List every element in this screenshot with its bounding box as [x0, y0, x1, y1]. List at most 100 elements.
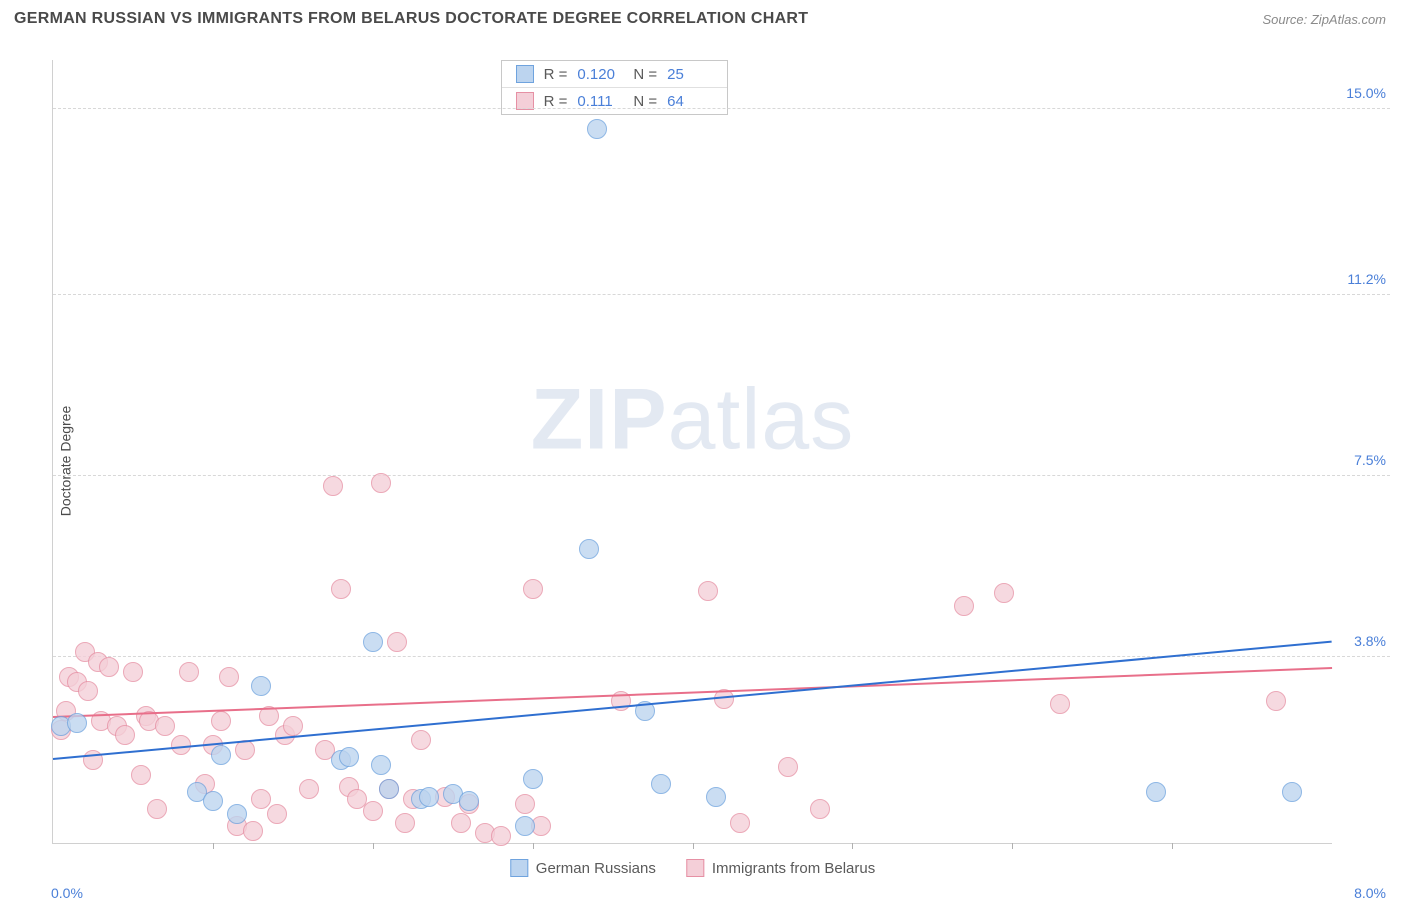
gridline: [53, 108, 1390, 109]
data-point-b: [1266, 691, 1286, 711]
gridline: [53, 294, 1390, 295]
data-point-a: [363, 632, 383, 652]
data-point-b: [387, 632, 407, 652]
data-point-a: [251, 676, 271, 696]
n-label-b: N =: [633, 93, 657, 110]
stats-legend-box: R = 0.120 N = 25 R = 0.111 N = 64: [501, 60, 729, 115]
chart-title: GERMAN RUSSIAN VS IMMIGRANTS FROM BELARU…: [14, 10, 808, 28]
source-attribution: Source: ZipAtlas.com: [1262, 12, 1386, 27]
data-point-a: [523, 769, 543, 789]
gridline: [53, 656, 1390, 657]
data-point-b: [451, 813, 471, 833]
watermark-atlas: atlas: [668, 372, 855, 468]
data-point-b: [515, 794, 535, 814]
trend-line-b: [53, 667, 1332, 718]
data-point-b: [243, 821, 263, 841]
data-point-a: [339, 747, 359, 767]
x-tick: [1012, 843, 1013, 849]
bottom-legend: German Russians Immigrants from Belarus: [510, 859, 875, 877]
x-max-label: 8.0%: [1354, 885, 1386, 901]
data-point-b: [523, 579, 543, 599]
data-point-b: [371, 473, 391, 493]
watermark-zip: ZIP: [531, 372, 668, 468]
n-value-b: 64: [667, 93, 713, 110]
r-label-b: R =: [544, 93, 568, 110]
data-point-b: [78, 681, 98, 701]
y-tick-label: 11.2%: [1347, 271, 1386, 287]
data-point-b: [491, 826, 511, 846]
data-point-b: [730, 813, 750, 833]
data-point-a: [211, 745, 231, 765]
data-point-b: [123, 662, 143, 682]
plot-area: ZIPatlas R = 0.120 N = 25 R = 0.111 N = …: [52, 60, 1332, 844]
data-point-a: [203, 791, 223, 811]
data-point-a: [459, 791, 479, 811]
data-point-b: [235, 740, 255, 760]
legend-item-b: Immigrants from Belarus: [686, 859, 875, 877]
y-tick-label: 7.5%: [1354, 452, 1386, 468]
data-point-a: [1146, 782, 1166, 802]
x-tick: [533, 843, 534, 849]
legend-swatch-a: [510, 859, 528, 877]
data-point-a: [379, 779, 399, 799]
swatch-series-a: [516, 65, 534, 83]
data-point-b: [411, 730, 431, 750]
legend-label-b: Immigrants from Belarus: [712, 860, 875, 877]
data-point-b: [283, 716, 303, 736]
watermark: ZIPatlas: [531, 371, 854, 470]
r-value-a: 0.120: [577, 66, 623, 83]
data-point-b: [147, 799, 167, 819]
legend-swatch-b: [686, 859, 704, 877]
x-origin-label: 0.0%: [51, 885, 83, 901]
data-point-b: [267, 804, 287, 824]
data-point-b: [179, 662, 199, 682]
legend-label-a: German Russians: [536, 860, 656, 877]
stats-row-a: R = 0.120 N = 25: [502, 61, 728, 87]
data-point-b: [211, 711, 231, 731]
data-point-b: [810, 799, 830, 819]
r-label-a: R =: [544, 66, 568, 83]
x-tick: [213, 843, 214, 849]
data-point-b: [395, 813, 415, 833]
data-point-b: [131, 765, 151, 785]
chart-area: Doctorate Degree ZIPatlas R = 0.120 N = …: [14, 40, 1392, 882]
data-point-b: [1050, 694, 1070, 714]
x-tick: [693, 843, 694, 849]
data-point-b: [994, 583, 1014, 603]
x-tick: [1172, 843, 1173, 849]
data-point-a: [515, 816, 535, 836]
data-point-a: [579, 539, 599, 559]
trend-line-a: [53, 640, 1332, 759]
data-point-a: [706, 787, 726, 807]
data-point-a: [227, 804, 247, 824]
data-point-b: [698, 581, 718, 601]
data-point-a: [587, 119, 607, 139]
data-point-b: [251, 789, 271, 809]
y-tick-label: 15.0%: [1346, 85, 1386, 101]
n-label-a: N =: [633, 66, 657, 83]
legend-item-a: German Russians: [510, 859, 656, 877]
stats-row-b: R = 0.111 N = 64: [502, 87, 728, 114]
data-point-b: [323, 476, 343, 496]
data-point-a: [651, 774, 671, 794]
y-tick-label: 3.8%: [1354, 633, 1386, 649]
x-tick: [373, 843, 374, 849]
data-point-a: [67, 713, 87, 733]
data-point-b: [99, 657, 119, 677]
data-point-b: [778, 757, 798, 777]
data-point-a: [1282, 782, 1302, 802]
n-value-a: 25: [667, 66, 713, 83]
data-point-b: [155, 716, 175, 736]
x-tick: [852, 843, 853, 849]
data-point-a: [419, 787, 439, 807]
data-point-b: [363, 801, 383, 821]
data-point-b: [954, 596, 974, 616]
data-point-b: [299, 779, 319, 799]
header: GERMAN RUSSIAN VS IMMIGRANTS FROM BELARU…: [0, 0, 1406, 34]
r-value-b: 0.111: [577, 93, 623, 110]
data-point-b: [331, 579, 351, 599]
data-point-b: [115, 725, 135, 745]
data-point-a: [371, 755, 391, 775]
data-point-b: [219, 667, 239, 687]
gridline: [53, 475, 1390, 476]
